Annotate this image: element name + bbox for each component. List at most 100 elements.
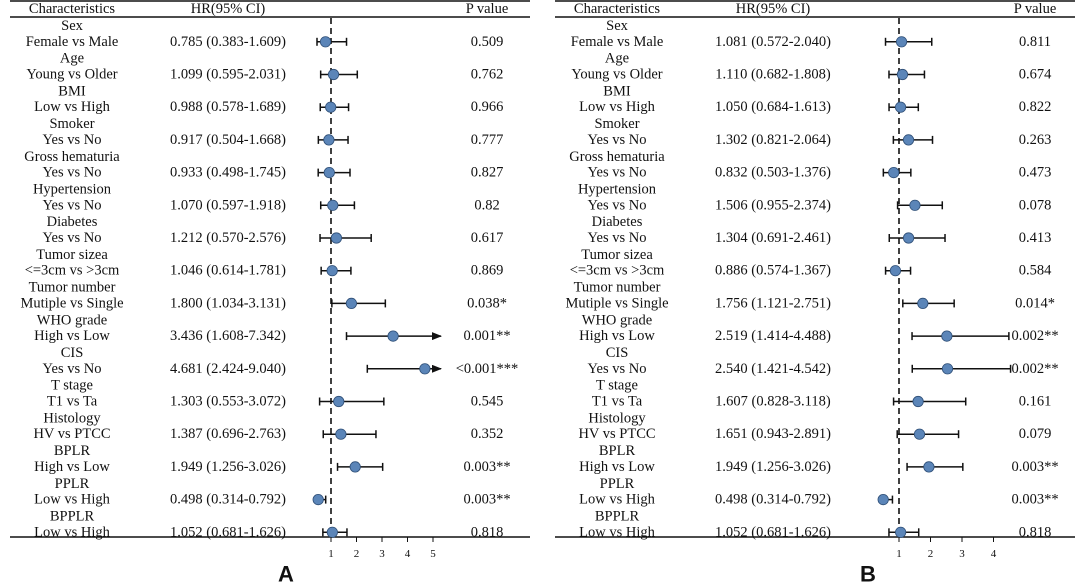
row-comparison-label: High vs Low [34,328,110,344]
row-group-label: Sex [606,18,629,34]
hr-point [330,232,343,244]
x-tick-label: 1 [328,548,334,560]
row-hr-ci-text: 1.949 (1.256-3.026) [170,459,286,475]
row-comparison-label: Yes vs No [43,165,102,181]
row-comparison-label: Low vs High [579,492,655,508]
row-group-label: WHO grade [582,312,652,328]
row-comparison-label: Low vs High [34,99,110,115]
row-hr-ci-text: 0.988 (0.578-1.689) [170,99,286,115]
hr-point [323,134,335,146]
row-p-value: 0.038* [467,295,507,311]
row-comparison-label: Yes vs No [43,361,102,377]
row-group-label: CIS [606,345,629,361]
row-p-value: 0.509 [471,34,504,50]
row-hr-ci-text: 1.607 (0.828-3.118) [715,394,831,410]
row-hr-ci-text: 1.302 (0.821-2.064) [715,132,831,148]
hr-point [913,428,926,440]
row-p-value: 0.827 [471,165,504,181]
hr-point [923,461,935,473]
row-comparison-label: High vs Low [34,459,110,475]
row-group-label: Hypertension [33,182,112,198]
row-group-label: T stage [596,378,638,394]
panel-b: Characteristics HR(95% CI) P value SexFemal… [555,0,1075,585]
row-comparison-label: Mutiple vs Single [20,295,123,311]
hr-point [333,395,345,408]
row-p-value: 0.078 [1019,197,1052,213]
row-hr-ci-text: 2.540 (1.421-4.542) [715,361,831,377]
row-hr-ci-text: 1.050 (0.684-1.613) [715,99,831,115]
row-hr-ci-text: 0.832 (0.503-1.376) [715,165,831,181]
hr-point [312,493,324,506]
header-hr-ci: HR(95% CI) [736,1,811,17]
row-hr-ci-text: 1.506 (0.955-2.374) [715,197,831,213]
hr-point [419,363,431,375]
header-p-value: P value [466,1,509,17]
row-comparison-label: Yes vs No [43,230,102,246]
row-p-value: 0.869 [471,263,504,279]
row-comparison-label: Young vs Older [26,67,117,83]
x-tick-label: 1 [896,548,902,560]
row-p-value: 0.003** [463,459,510,475]
row-group-label: Diabetes [47,214,98,230]
row-hr-ci-text: 1.756 (1.121-2.751) [715,295,831,311]
row-p-value: 0.014* [1015,295,1055,311]
row-group-label: PPLR [55,476,90,492]
row-hr-ci-text: 1.052 (0.681-1.626) [170,524,286,540]
hr-point [387,330,399,342]
row-comparison-label: Yes vs No [588,165,647,181]
panel-a: Characteristics HR(95% CI) P value SexFemal… [10,0,530,585]
row-comparison-label: Yes vs No [588,197,647,213]
hr-point [325,101,337,113]
row-comparison-label: Low vs High [34,492,110,508]
panel-label: A [278,562,294,585]
row-comparison-label: <=3cm vs >3cm [25,263,120,279]
row-group-label: Smoker [49,116,94,132]
hr-point [912,395,924,408]
row-group-label: BPPLR [595,509,640,525]
row-group-label: Histology [43,410,101,426]
row-comparison-label: Young vs Older [571,67,662,83]
row-hr-ci-text: 0.498 (0.314-0.792) [170,492,286,508]
row-p-value: 0.002** [1011,328,1058,344]
hr-point [319,36,332,48]
row-group-label: Hypertension [578,182,657,198]
hr-point [345,297,357,309]
x-tick-label: 3 [379,548,385,560]
row-hr-ci-text: 1.070 (0.597-1.918) [170,197,286,213]
row-p-value: 0.003** [1011,459,1058,475]
row-hr-ci-text: 0.785 (0.383-1.609) [170,34,286,50]
row-p-value: 0.001** [463,328,510,344]
row-hr-ci-text: 0.917 (0.504-1.668) [170,132,286,148]
row-hr-ci-text: 1.303 (0.553-3.072) [170,394,286,410]
row-group-label: BPPLR [50,509,95,525]
row-comparison-label: Low vs High [34,524,110,540]
row-group-label: T stage [51,378,93,394]
row-p-value: 0.002** [1011,361,1058,377]
row-comparison-label: Yes vs No [588,361,647,377]
row-hr-ci-text: 1.046 (0.614-1.781) [170,263,286,279]
row-comparison-label: T1 vs Ta [592,394,643,410]
row-p-value: 0.822 [1019,99,1052,115]
row-p-value: 0.82 [474,197,499,213]
hr-point [326,265,338,277]
row-hr-ci-text: 2.519 (1.414-4.488) [715,328,831,344]
row-group-label: Tumor number [29,280,116,296]
row-hr-ci-text: 1.304 (0.691-2.461) [715,230,831,246]
row-hr-ci-text: 1.081 (0.572-2.040) [715,34,831,50]
hr-point [889,265,902,277]
row-p-value: 0.545 [471,394,504,410]
x-tick-label: 2 [928,548,934,560]
row-comparison-label: Yes vs No [588,230,647,246]
panel-label: B [860,562,876,585]
row-comparison-label: Yes vs No [43,197,102,213]
row-hr-ci-text: 4.681 (2.424-9.040) [170,361,286,377]
row-hr-ci-text: 1.212 (0.570-2.576) [170,230,286,246]
hr-point [941,330,953,342]
row-p-value: 0.762 [471,67,504,83]
hr-point [894,101,907,113]
row-group-label: CIS [61,345,84,361]
row-comparison-label: HV vs PTCC [578,426,655,442]
row-comparison-label: Mutiple vs Single [565,295,668,311]
row-group-label: Histology [588,410,646,426]
